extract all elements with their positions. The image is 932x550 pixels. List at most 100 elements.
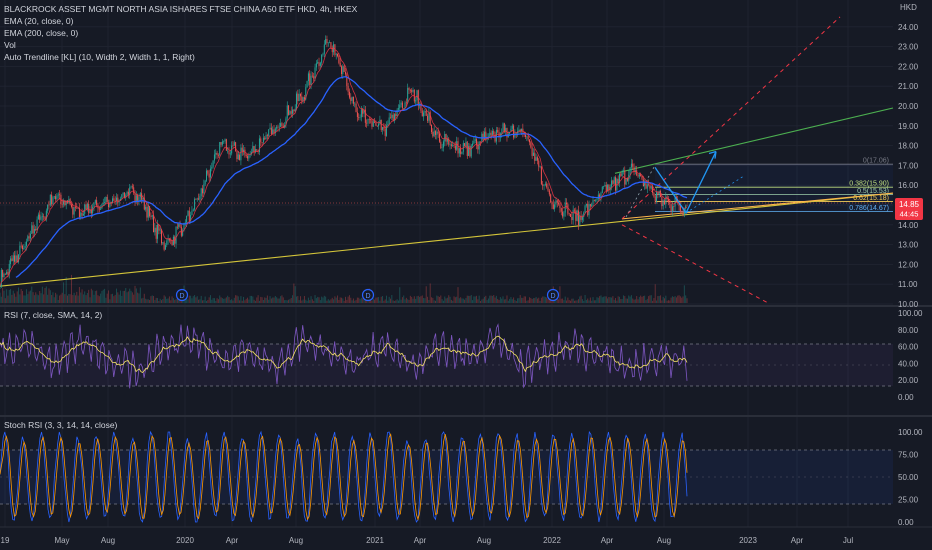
candle-body [393,114,395,121]
volume-bar [387,300,389,303]
volume-bar [252,296,254,303]
volume-bar [457,287,459,303]
candle-body [581,216,583,220]
price-tick-label: 13.00 [898,241,919,250]
candle-body [493,131,495,135]
candle-body [119,198,121,201]
projection-arrow[interactable] [654,150,746,215]
volume-bar [645,300,647,303]
volume-bar [33,295,35,303]
time-axis[interactable]: 19 May Aug 2020 Apr Aug 2021 Apr Aug 2022 Apr Aug 20… [1,536,854,545]
volume-bar [374,299,376,303]
stoch-axis[interactable]: 100.00 75.00 50.00 25.00 0.00 [898,428,923,527]
candle-body [184,222,186,223]
candle-body [28,236,30,239]
rsi-tick-label: 80.00 [898,326,919,335]
volume-bar [493,295,495,303]
volume-bar [460,297,462,303]
legend-ema20[interactable]: EMA (20, close, 0) [4,16,74,26]
candle-body [297,93,299,102]
volume-bar [311,299,313,303]
legend-stoch-rsi[interactable]: Stoch RSI (3, 3, 14, 14, close) [4,420,118,430]
candle-body [580,215,582,220]
candle-body [368,118,370,120]
candle-body [45,210,47,220]
volume-bar [323,295,325,303]
stoch-rsi-pane[interactable] [0,430,893,523]
volume-bar [14,293,16,303]
volume-bar [554,299,556,303]
volume-bar [540,297,542,303]
candle-body [100,208,102,210]
volume-bar [216,298,218,303]
candle-body [436,131,438,135]
volume-bar [10,289,12,303]
volume-bar [591,300,593,303]
volume-bar [360,297,362,303]
price-pane[interactable]: 0(17.06) 0.382(15.90)0.5(15.53)0.62(15.18… [0,16,894,305]
candle-body [477,144,479,150]
candle-body [472,143,474,146]
candle-body [485,131,487,140]
volume-bar [240,296,242,303]
volume-bar [601,297,603,303]
fibonacci-retracement[interactable]: 0(17.06) 0.382(15.90)0.5(15.53)0.62(15.18… [655,158,893,212]
candle-body [277,126,279,128]
volume-bar [644,295,646,303]
candle-body [19,245,21,255]
volume-bar [351,300,353,303]
volume-bar [673,296,675,303]
volume-bar [44,288,46,303]
candle-body [299,93,301,97]
candle-body [337,53,339,57]
volume-bar [213,298,215,303]
candle-body [505,127,507,132]
volume-bar [393,300,395,303]
candle-body [551,202,553,205]
dividend-marker-label: D [179,293,184,300]
price-tick-label: 22.00 [898,62,919,71]
candle-body [437,131,439,134]
rsi-pane[interactable] [0,323,893,389]
legend-rsi[interactable]: RSI (7, close, SMA, 14, 2) [4,310,103,320]
volume-bar [314,295,316,303]
candle-body [658,190,660,195]
candle-body [318,62,320,66]
volume-bar [123,290,125,303]
volume-bar [348,295,350,303]
legend-auto-trendline[interactable]: Auto Trendline [KL] (10, Width 2, Width … [4,52,195,62]
volume-bar [526,300,528,303]
volume-bar [589,297,591,303]
volume-bar [661,300,663,303]
candle-body [204,180,206,185]
price-axis[interactable]: 24.00 23.00 22.00 21.00 20.00 19.00 18.00 17.00… [898,23,919,309]
candle-body [77,207,79,209]
candle-body [632,163,634,167]
legend-volume[interactable]: Vol [4,40,16,50]
rsi-axis[interactable]: 100.00 80.00 60.00 40.00 20.00 0.00 [898,309,923,402]
volume-bar [431,297,433,303]
volume-bar [538,297,540,303]
volume-bar [660,295,662,303]
candle-body [296,93,298,109]
volume-bar [356,297,358,303]
legend-ema200[interactable]: EMA (200, close, 0) [4,28,79,38]
candle-body [494,134,496,142]
volume-bar [92,290,94,303]
candle-body [298,93,300,102]
candle-body [198,198,200,200]
candle-body [473,141,475,144]
candle-body [112,198,114,204]
candle-body [674,196,676,207]
candle-body [265,135,267,140]
candle-body [105,197,107,203]
candle-body [540,166,542,185]
candle-body [480,141,482,143]
volume-bar [106,293,108,303]
volume-bar [20,288,22,303]
volume-bar [486,300,488,303]
volume-bar [130,290,132,303]
candle-body [270,127,272,135]
